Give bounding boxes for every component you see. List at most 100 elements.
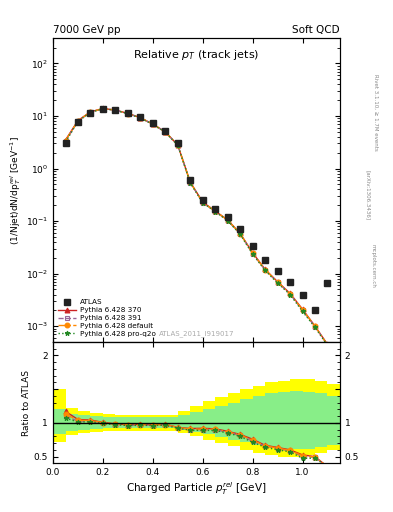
ATLAS xyxy=(225,214,230,220)
ATLAS xyxy=(63,140,68,146)
Text: Soft QCD: Soft QCD xyxy=(292,25,340,35)
Pythia 6.428 391 xyxy=(325,342,330,348)
Pythia 6.428 370 xyxy=(63,137,68,143)
ATLAS xyxy=(75,119,80,125)
Pythia 6.428 370 xyxy=(101,105,105,112)
X-axis label: Charged Particle $p_T^{rel}$ [GeV]: Charged Particle $p_T^{rel}$ [GeV] xyxy=(126,480,267,497)
Pythia 6.428 default xyxy=(300,307,305,313)
Pythia 6.428 391 xyxy=(188,180,193,186)
Pythia 6.428 370 xyxy=(113,107,118,113)
Pythia 6.428 default xyxy=(225,217,230,223)
Pythia 6.428 391 xyxy=(275,280,280,286)
Pythia 6.428 391 xyxy=(151,121,155,127)
Pythia 6.428 391 xyxy=(125,111,130,117)
Text: 7000 GeV pp: 7000 GeV pp xyxy=(53,25,121,35)
ATLAS xyxy=(263,257,268,263)
Pythia 6.428 370 xyxy=(288,290,292,296)
Pythia 6.428 pro-q2o xyxy=(288,291,292,297)
Pythia 6.428 pro-q2o xyxy=(188,180,193,186)
Pythia 6.428 pro-q2o xyxy=(213,208,218,215)
Pythia 6.428 391 xyxy=(113,107,118,113)
Line: Pythia 6.428 default: Pythia 6.428 default xyxy=(63,106,330,347)
ATLAS xyxy=(125,110,130,116)
Line: Pythia 6.428 391: Pythia 6.428 391 xyxy=(63,106,330,347)
Pythia 6.428 pro-q2o xyxy=(313,324,318,330)
Pythia 6.428 370 xyxy=(75,117,80,123)
Pythia 6.428 default xyxy=(63,138,68,144)
Pythia 6.428 default xyxy=(250,250,255,256)
Pythia 6.428 default xyxy=(313,323,318,329)
Pythia 6.428 370 xyxy=(263,266,268,272)
Pythia 6.428 default xyxy=(188,179,193,185)
Pythia 6.428 391 xyxy=(175,142,180,148)
Pythia 6.428 391 xyxy=(225,217,230,223)
Pythia 6.428 370 xyxy=(225,217,230,223)
Pythia 6.428 pro-q2o xyxy=(275,280,280,286)
ATLAS xyxy=(101,105,105,112)
Pythia 6.428 370 xyxy=(138,115,143,121)
Pythia 6.428 pro-q2o xyxy=(63,139,68,145)
ATLAS xyxy=(300,291,305,297)
Pythia 6.428 pro-q2o xyxy=(101,106,105,112)
ATLAS xyxy=(163,129,168,135)
Pythia 6.428 370 xyxy=(238,230,242,237)
Pythia 6.428 pro-q2o xyxy=(163,129,168,135)
ATLAS xyxy=(151,120,155,126)
Pythia 6.428 370 xyxy=(151,121,155,127)
Pythia 6.428 pro-q2o xyxy=(300,308,305,314)
Pythia 6.428 default xyxy=(101,105,105,112)
Text: [arXiv:1306.3436]: [arXiv:1306.3436] xyxy=(365,169,370,220)
Pythia 6.428 391 xyxy=(288,291,292,297)
Pythia 6.428 pro-q2o xyxy=(238,231,242,238)
Pythia 6.428 default xyxy=(138,115,143,121)
Pythia 6.428 391 xyxy=(88,109,93,115)
Y-axis label: (1/Njet)dN/dp$_T^{rel}$ [GeV$^{-1}$]: (1/Njet)dN/dp$_T^{rel}$ [GeV$^{-1}$] xyxy=(8,136,23,245)
Pythia 6.428 pro-q2o xyxy=(225,218,230,224)
Pythia 6.428 pro-q2o xyxy=(113,107,118,113)
Pythia 6.428 pro-q2o xyxy=(175,142,180,148)
Pythia 6.428 pro-q2o xyxy=(200,200,205,206)
Legend: ATLAS, Pythia 6.428 370, Pythia 6.428 391, Pythia 6.428 default, Pythia 6.428 pr: ATLAS, Pythia 6.428 370, Pythia 6.428 39… xyxy=(57,298,157,338)
Pythia 6.428 pro-q2o xyxy=(263,267,268,273)
Pythia 6.428 370 xyxy=(313,323,318,329)
Pythia 6.428 391 xyxy=(63,138,68,144)
ATLAS xyxy=(213,206,218,212)
Pythia 6.428 default xyxy=(151,121,155,127)
Pythia 6.428 370 xyxy=(163,129,168,135)
Pythia 6.428 default xyxy=(263,267,268,273)
Pythia 6.428 391 xyxy=(238,231,242,237)
Pythia 6.428 pro-q2o xyxy=(250,251,255,257)
Pythia 6.428 pro-q2o xyxy=(88,110,93,116)
ATLAS xyxy=(138,114,143,120)
Pythia 6.428 391 xyxy=(200,200,205,206)
ATLAS xyxy=(238,226,242,232)
Pythia 6.428 391 xyxy=(163,129,168,135)
ATLAS xyxy=(188,177,193,183)
Pythia 6.428 391 xyxy=(263,267,268,273)
Pythia 6.428 pro-q2o xyxy=(125,111,130,117)
Pythia 6.428 391 xyxy=(101,105,105,112)
Pythia 6.428 default xyxy=(275,279,280,285)
ATLAS xyxy=(88,110,93,116)
Pythia 6.428 pro-q2o xyxy=(325,343,330,349)
Pythia 6.428 default xyxy=(113,107,118,113)
ATLAS xyxy=(250,243,255,249)
Pythia 6.428 370 xyxy=(250,250,255,256)
Pythia 6.428 370 xyxy=(188,179,193,185)
Pythia 6.428 370 xyxy=(325,342,330,348)
Pythia 6.428 370 xyxy=(275,279,280,285)
Text: Rivet 3.1.10, ≥ 1.7M events: Rivet 3.1.10, ≥ 1.7M events xyxy=(373,74,378,151)
Pythia 6.428 391 xyxy=(313,324,318,330)
Pythia 6.428 391 xyxy=(250,250,255,257)
Pythia 6.428 default xyxy=(238,230,242,237)
Pythia 6.428 370 xyxy=(300,306,305,312)
ATLAS xyxy=(325,281,330,287)
Pythia 6.428 default xyxy=(163,129,168,135)
Pythia 6.428 default xyxy=(125,111,130,117)
Pythia 6.428 391 xyxy=(75,118,80,124)
Pythia 6.428 391 xyxy=(300,307,305,313)
Pythia 6.428 pro-q2o xyxy=(75,118,80,124)
Text: Relative $p_T$ (track jets): Relative $p_T$ (track jets) xyxy=(133,48,260,61)
Pythia 6.428 370 xyxy=(175,142,180,148)
Text: mcplots.cern.ch: mcplots.cern.ch xyxy=(371,244,376,288)
